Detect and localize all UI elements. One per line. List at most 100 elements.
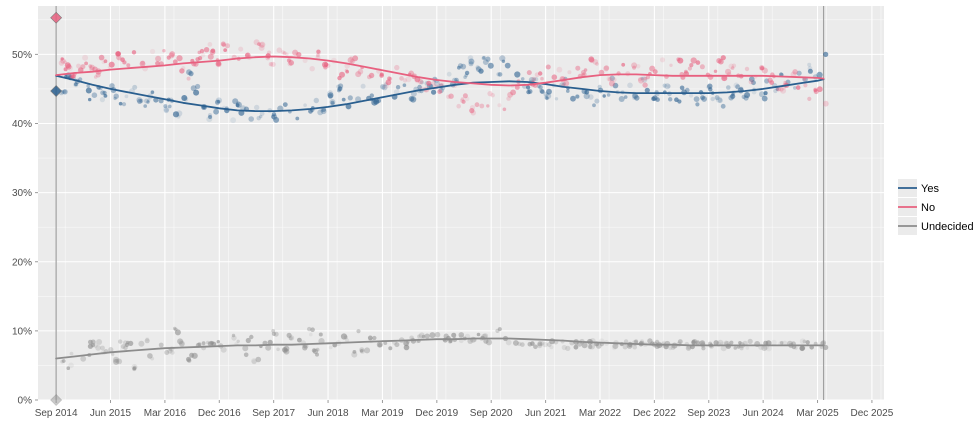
poll-point [230,117,237,124]
poll-point [748,79,754,85]
poll-point [526,85,531,90]
poll-point [421,334,426,339]
poll-point [720,55,726,61]
poll-point [476,332,481,337]
poll-point [223,48,228,52]
poll-point [287,57,292,62]
poll-point [795,85,801,90]
x-tick-label: Sep 2014 [35,408,78,419]
poll-point [464,70,470,76]
poll-point [287,61,293,67]
legend-label-yes[interactable]: Yes [921,183,939,195]
poll-point [319,108,324,113]
legend-label-no[interactable]: No [921,202,935,214]
poll-point [623,95,628,99]
poll-point [739,86,744,91]
poll-point [286,58,291,63]
poll-point [807,66,813,71]
poll-point [739,346,744,351]
x-tick-label: Sep 2017 [252,408,295,419]
poll-point [594,98,600,104]
poll-point [771,339,777,346]
x-tick-label: Mar 2016 [144,408,187,419]
poll-point [143,104,147,108]
poll-point [99,97,105,103]
poll-point [147,353,153,359]
poll-point [100,345,105,351]
poll-point [80,64,86,70]
poll-point [707,83,713,89]
poll-point [780,87,787,94]
poll-point [716,96,723,103]
poll-point [446,94,451,100]
poll-point [603,65,609,72]
poll-point [217,99,221,104]
poll-point [537,342,543,349]
poll-point [121,102,127,107]
poll-point [210,48,216,54]
poll-point [179,68,185,74]
poll-point [490,93,495,98]
poll-point [741,94,746,99]
poll-point [677,57,684,64]
poll-point [360,83,366,89]
poll-point [802,339,807,344]
poll-point [501,59,506,63]
poll-point [113,356,119,363]
poll-point [551,74,558,80]
poll-point [448,93,454,99]
poll-point [468,61,474,67]
poll-point [186,69,192,76]
poll-point [108,347,114,353]
poll-point [236,100,240,105]
poll-point [195,83,201,90]
poll-point [561,344,567,351]
poll-point [632,93,638,99]
poll-point [242,345,249,352]
poll-point [562,82,567,86]
poll-point [144,338,150,344]
poll-point [531,76,537,82]
poll-point [730,66,735,70]
poll-point [102,90,107,95]
poll-point [367,335,373,341]
poll-point [256,116,261,121]
poll-point [399,76,404,81]
poll-point [816,86,823,93]
poll-point [408,96,415,102]
poll-point [376,98,382,104]
poll-point [606,75,613,82]
poll-point [315,347,320,352]
poll-point [111,352,115,356]
poll-point [313,97,319,104]
poll-point [70,75,75,79]
x-tick-label: Jun 2015 [90,408,132,419]
poll-point [126,340,130,345]
poll-point [345,338,350,343]
poll-point [368,72,375,79]
poll-point [713,69,718,74]
referendum-result-yes [50,85,63,97]
result-markers [50,11,63,406]
poll-point [394,342,400,348]
poll-point [303,103,307,107]
poll-point [213,108,220,115]
poll-point [77,67,84,73]
poll-point [638,77,645,84]
poll-point [311,348,317,353]
poll-point [463,75,467,79]
poll-point [359,347,365,353]
legend-label-undecided[interactable]: Undecided [921,221,974,233]
poll-point [245,337,251,344]
poll-point [198,56,203,61]
poll-point [775,87,779,91]
x-tick-label: Dec 2022 [633,408,676,419]
poll-point [549,345,554,350]
poll-point [215,99,220,105]
poll-point [328,345,333,350]
poll-point [632,344,637,350]
poll-point [162,49,166,53]
poll-point [173,326,177,331]
poll-point [627,82,633,89]
